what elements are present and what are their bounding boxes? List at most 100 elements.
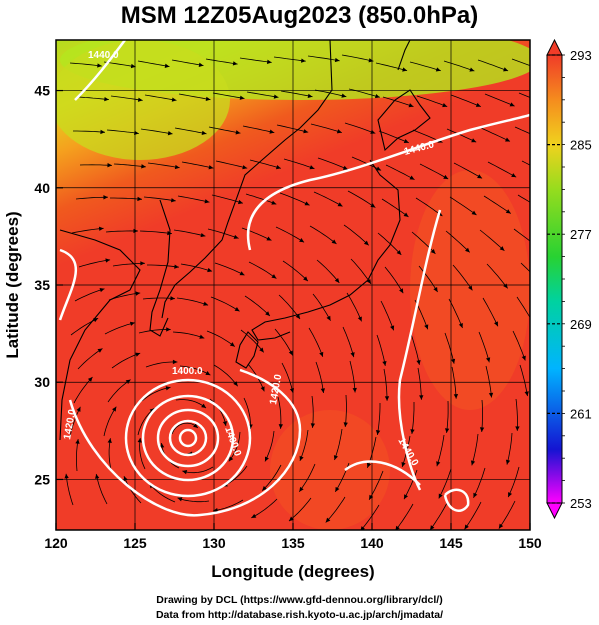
streamline <box>206 330 236 347</box>
streamline-arrow <box>112 406 117 412</box>
streamline <box>477 59 509 72</box>
streamline-arrow <box>443 174 449 180</box>
x-tick-label: 125 <box>123 535 147 551</box>
streamline-arrow <box>137 196 142 202</box>
contour-1420-west <box>58 248 78 321</box>
streamline-arrow <box>174 264 179 269</box>
streamline-arrow <box>233 234 239 239</box>
credit-drawing: Drawing by DCL (https://www.gfd-dennou.o… <box>156 594 443 606</box>
streamline <box>113 163 146 168</box>
streamline <box>207 228 239 239</box>
streamline <box>446 400 449 433</box>
streamline-arrow <box>95 473 100 479</box>
streamline <box>452 264 473 291</box>
streamline-arrow <box>87 377 93 382</box>
colorbar-label: 285 <box>570 138 592 153</box>
streamline <box>486 263 509 289</box>
streamline <box>77 348 103 370</box>
streamline-arrow <box>521 355 526 361</box>
streamline <box>507 466 520 498</box>
streamline-arrow <box>508 492 513 498</box>
streamline <box>298 463 316 493</box>
streamline <box>317 157 348 170</box>
streamline-arrow <box>540 207 545 211</box>
streamline-arrow <box>259 347 264 353</box>
streamline-arrow <box>539 136 544 140</box>
streamline <box>344 394 347 427</box>
streamline-arrow <box>104 96 109 102</box>
typhoon-contour-3 <box>156 408 220 468</box>
streamline <box>485 365 492 398</box>
streamline-arrow <box>208 165 214 170</box>
colorbar-label: 293 <box>570 48 592 63</box>
streamline-arrow <box>207 267 213 273</box>
streamline-arrow <box>333 455 339 461</box>
streamline <box>177 195 210 203</box>
streamline-arrow <box>416 359 421 365</box>
streamline-arrow <box>288 350 293 356</box>
streamline <box>181 161 214 169</box>
streamline <box>451 366 457 399</box>
streamline-arrow <box>199 334 205 339</box>
streamline <box>482 297 499 327</box>
streamline-arrow <box>419 395 424 400</box>
streamline-arrow <box>408 103 414 108</box>
streamline-arrow <box>485 357 491 363</box>
map-plot-area: 1400.0 1400.0 1420.0 1420.0 1440.0 1440.… <box>56 40 545 530</box>
streamline-arrow <box>464 524 469 530</box>
streamline-arrow <box>396 250 402 255</box>
streamline-arrow <box>319 351 324 357</box>
streamline-arrow <box>307 93 313 98</box>
streamline <box>110 95 143 101</box>
streamline-arrow <box>331 239 337 244</box>
streamline <box>309 225 337 245</box>
colorbar-label: 261 <box>570 406 592 421</box>
streamline <box>140 128 173 135</box>
streamline <box>315 361 324 394</box>
streamline <box>110 197 143 200</box>
streamline <box>436 434 445 467</box>
streamline <box>411 231 436 255</box>
contour-1440-east <box>397 209 442 491</box>
streamline-arrow <box>515 426 520 431</box>
streamline <box>175 399 207 409</box>
streamline <box>517 194 530 203</box>
streamline-arrow <box>370 203 376 208</box>
streamline-arrow <box>404 494 409 500</box>
streamline <box>73 376 93 404</box>
streamline-arrow <box>239 95 245 100</box>
streamline <box>344 122 376 134</box>
streamline-arrow <box>535 244 540 248</box>
streamline-arrow <box>511 173 517 178</box>
streamline <box>349 360 356 393</box>
streamline-arrow <box>237 199 243 205</box>
streamline <box>73 130 106 133</box>
streamline-arrow <box>479 427 485 432</box>
streamline <box>280 90 313 98</box>
axis-ticks: 120 125 130 135 140 145 150 25 30 35 40 45 <box>34 83 541 551</box>
streamline <box>281 362 294 394</box>
streamline-arrow <box>170 296 175 301</box>
streamline-arrow <box>325 517 331 523</box>
streamline-arrow <box>505 209 511 214</box>
streamline-arrow <box>310 423 316 428</box>
streamline-arrow <box>343 422 348 427</box>
streamline-arrow <box>135 291 141 296</box>
streamline-arrow <box>509 102 515 107</box>
streamline <box>409 61 441 72</box>
streamline-arrow <box>376 166 382 171</box>
streamline-arrow <box>402 67 408 72</box>
streamline <box>299 429 309 462</box>
streamline-arrow <box>99 287 105 293</box>
streamline-arrow <box>390 325 395 331</box>
contour-label-1: 1400.0 <box>172 366 203 377</box>
streamline <box>360 504 380 530</box>
streamline-arrow <box>242 165 248 170</box>
streamline-arrow <box>303 129 309 134</box>
y-axis-label: Latitude (degrees) <box>3 211 22 358</box>
streamline <box>246 91 279 98</box>
streamline-arrow <box>410 429 415 434</box>
streamline <box>239 57 272 63</box>
streamline-arrow <box>64 473 69 479</box>
streamline-arrow <box>264 456 269 462</box>
